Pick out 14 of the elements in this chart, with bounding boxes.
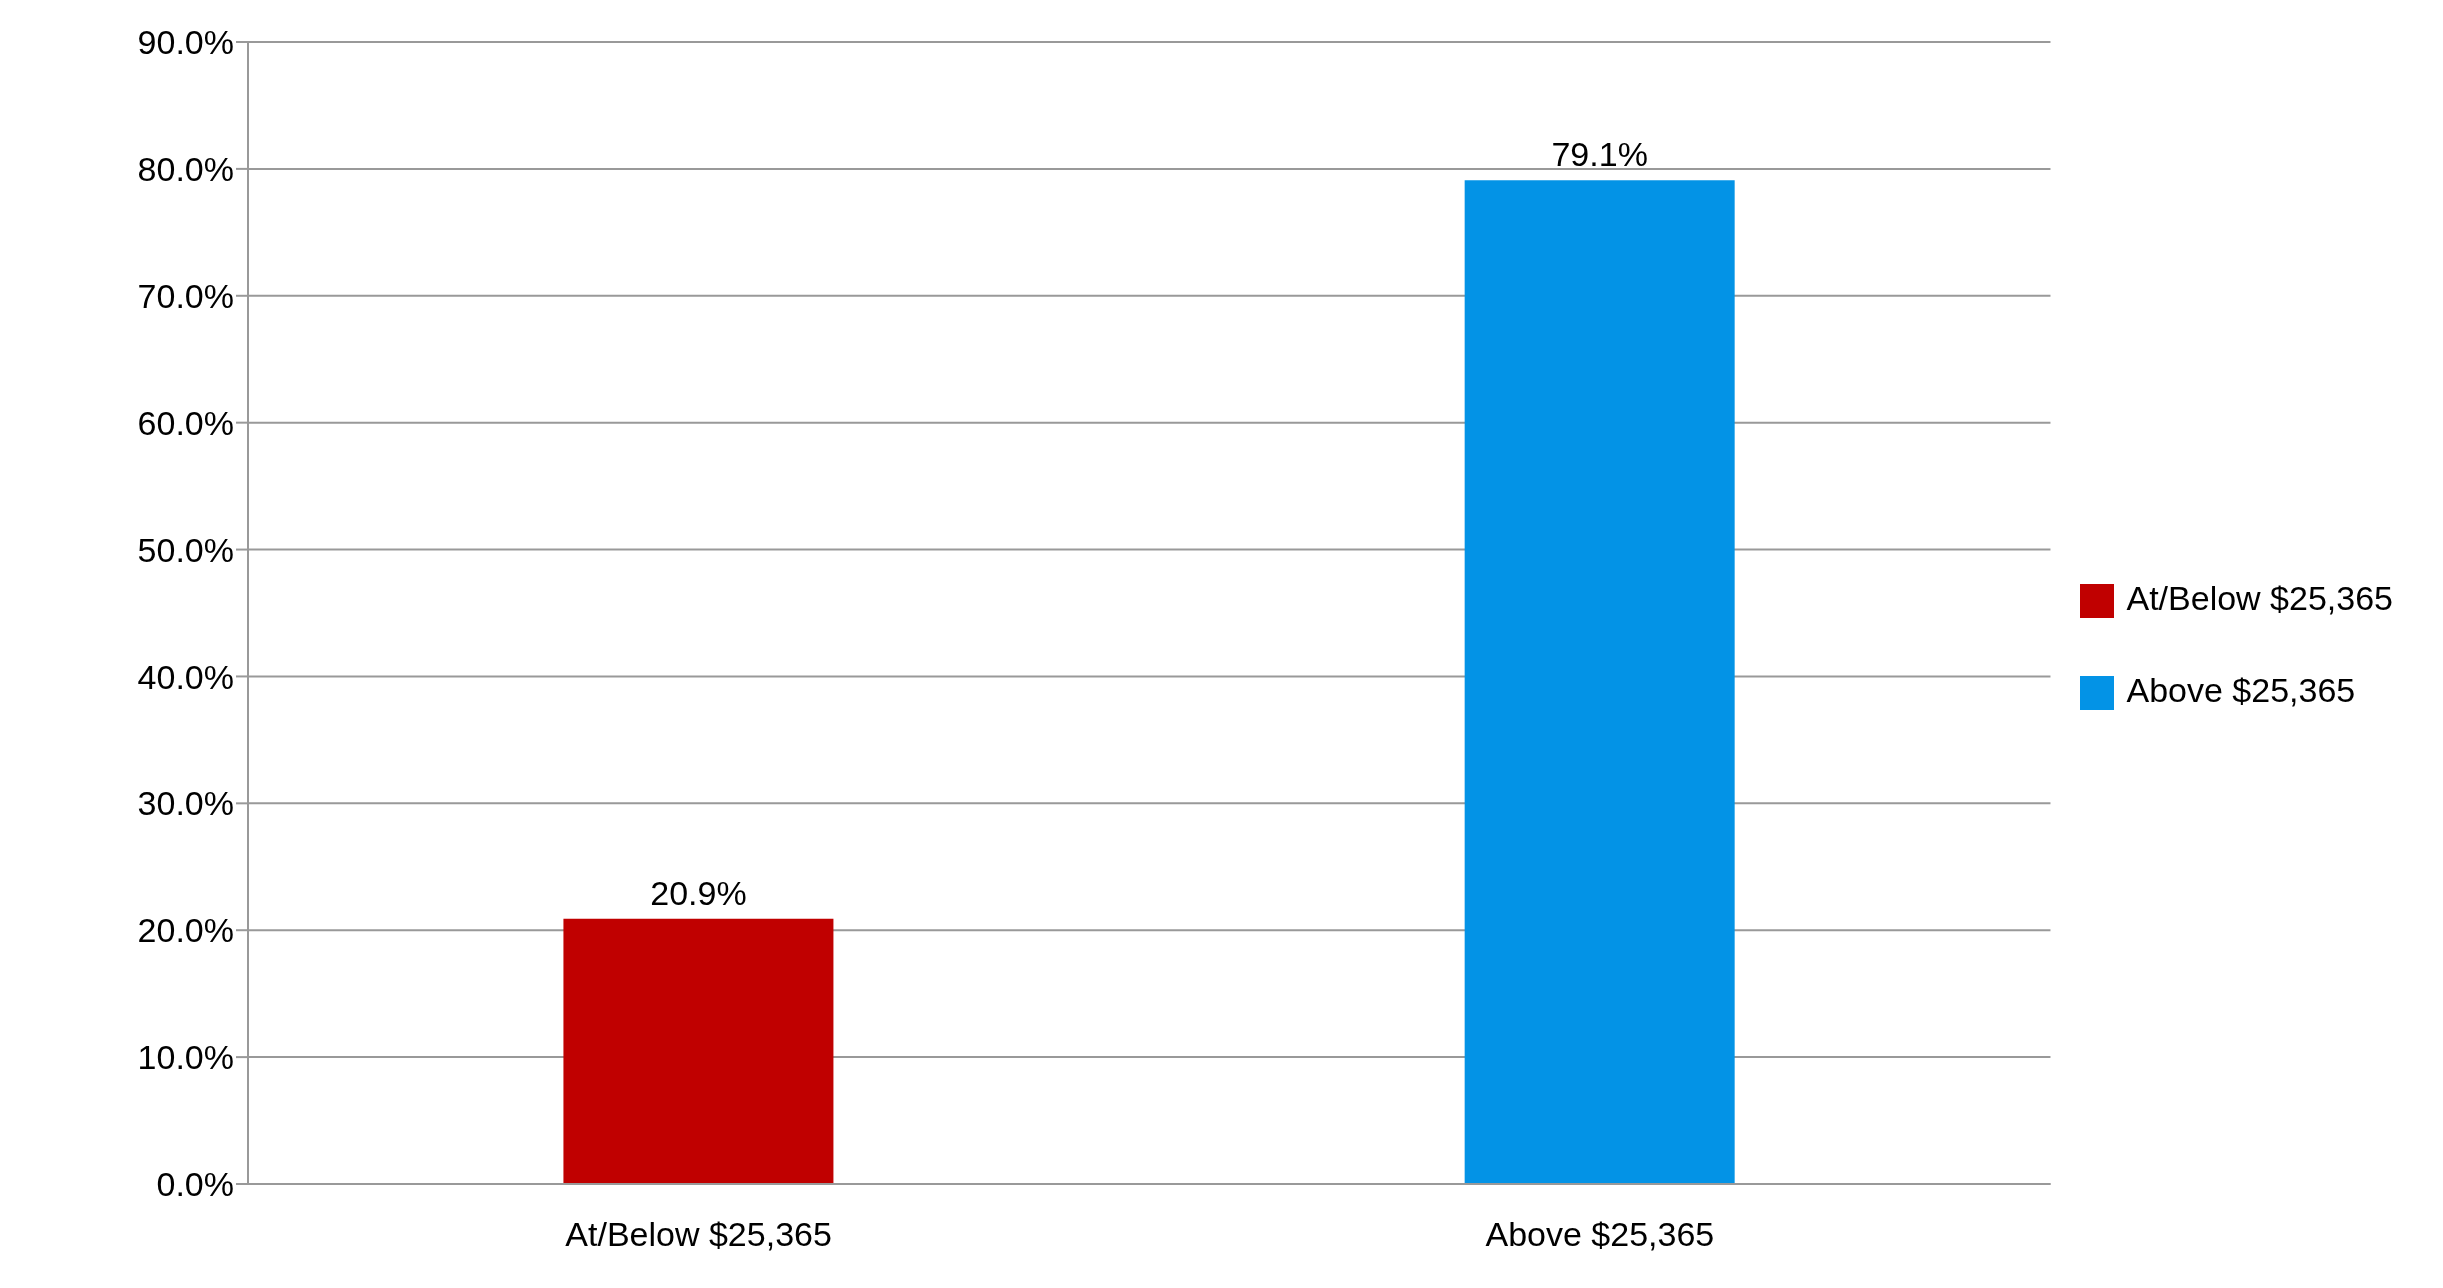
y-tick-label: 90.0%: [137, 23, 234, 62]
data-label: 79.1%: [1551, 135, 1648, 174]
legend-label: At/Below $25,365: [2126, 579, 2393, 617]
legend-label: Above $25,365: [2126, 671, 2356, 709]
y-tick-label: 20.0%: [137, 911, 234, 950]
y-tick-label: 70.0%: [137, 276, 234, 315]
y-tick-label: 50.0%: [137, 530, 234, 569]
y-tick-label: 40.0%: [137, 657, 234, 696]
y-tick-label: 60.0%: [137, 403, 234, 442]
y-tick-label: 0.0%: [156, 1165, 234, 1204]
data-label: 20.9%: [650, 873, 747, 912]
y-tick-label: 80.0%: [137, 149, 234, 188]
y-tick-label: 10.0%: [137, 1038, 234, 1077]
y-tick-label: 30.0%: [137, 784, 234, 823]
